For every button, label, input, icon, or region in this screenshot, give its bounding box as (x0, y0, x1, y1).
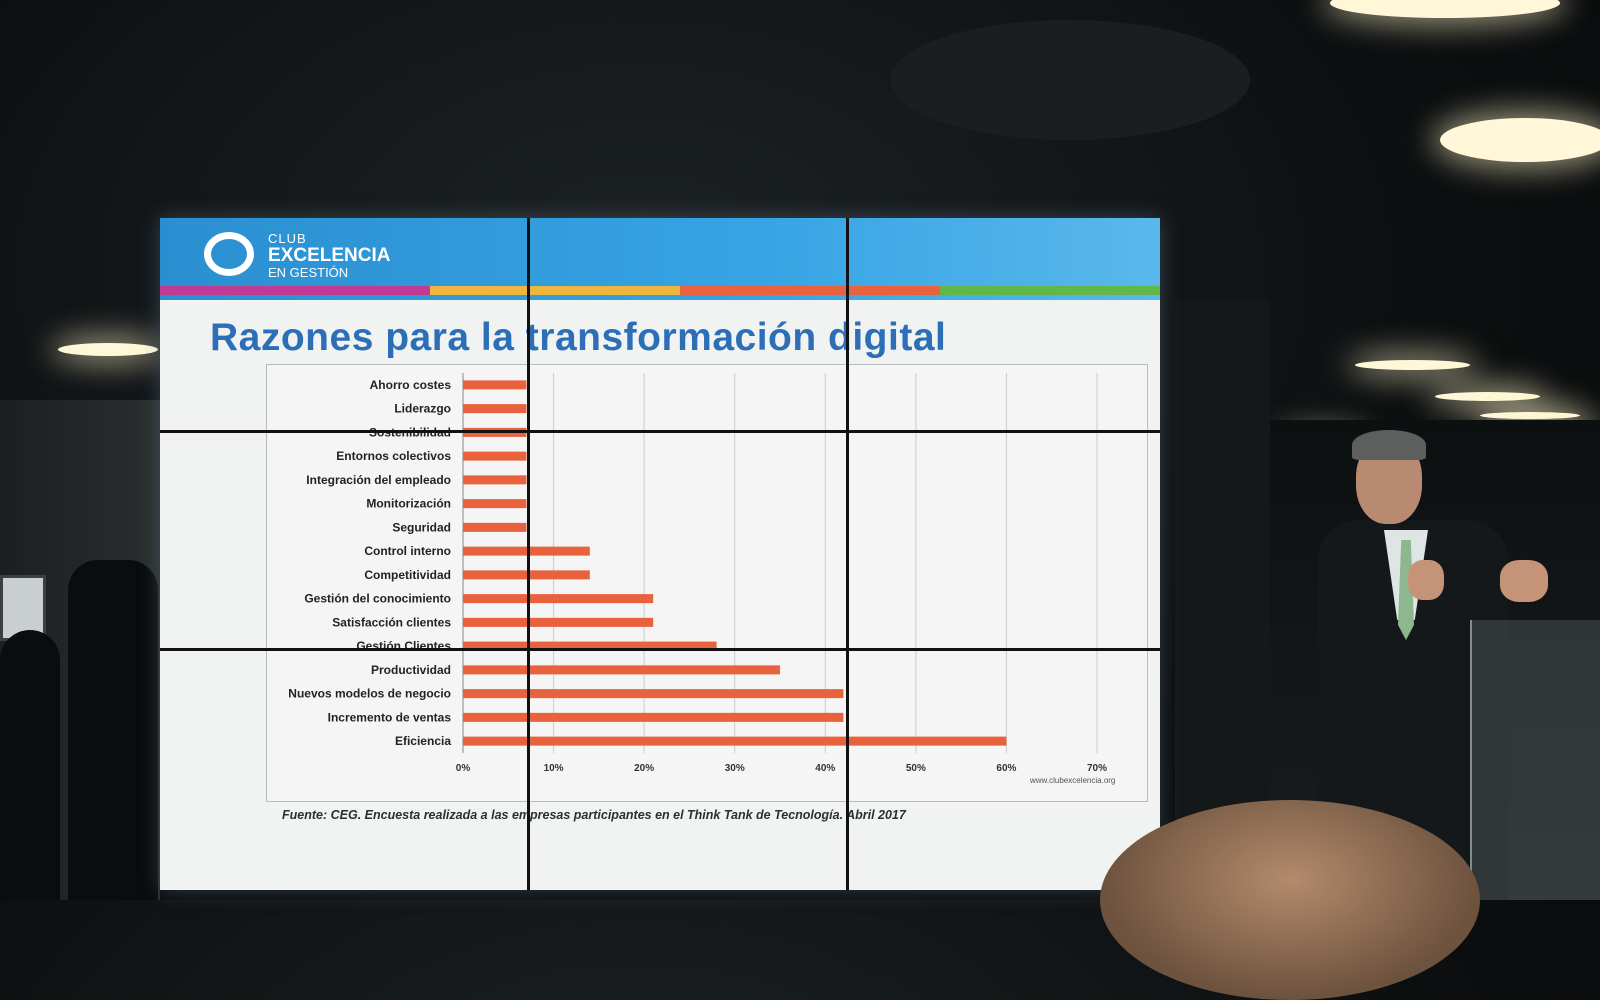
bar (463, 475, 527, 485)
logo-text: CLUB EXCELENCIA EN GESTIÓN (268, 232, 390, 279)
speaker-left-hand (1408, 560, 1444, 600)
audience-head (1100, 800, 1480, 1000)
bar (463, 617, 654, 627)
bar-chart: 0% 10% 20% 30% 40% 50% 60% 70% Ahorro costes Lide… (288, 373, 1107, 774)
monitor-seam (527, 218, 530, 890)
x-tick-label: 20% (634, 763, 654, 774)
presentation-screen: CLUB EXCELENCIA EN GESTIÓN Razones para … (160, 218, 1160, 890)
category-label: Ahorro costes (370, 378, 452, 392)
x-tick-label: 50% (906, 763, 926, 774)
bar (463, 689, 844, 699)
monitor-seam (160, 430, 1160, 433)
bar (463, 380, 527, 390)
bar (463, 665, 780, 675)
category-label: Seguridad (392, 520, 451, 534)
category-label: Monitorización (366, 497, 451, 511)
x-tick-label: 0% (456, 763, 471, 774)
monitor-seam (160, 648, 1160, 651)
category-label: Eficiencia (395, 734, 451, 748)
category-label: Integración del empleado (306, 473, 451, 487)
bar (463, 546, 590, 556)
header-stripe-orange (680, 286, 940, 295)
x-tick-label: 70% (1087, 763, 1107, 774)
bar (463, 594, 654, 604)
bar (463, 522, 527, 532)
speaker-tie (1398, 540, 1414, 640)
ceiling-light (1480, 412, 1580, 419)
monitor-seam (846, 218, 849, 890)
category-label: Satisfacción clientes (332, 615, 451, 629)
category-label: Entornos colectivos (336, 449, 451, 463)
logo-line-1: CLUB (268, 231, 307, 246)
website-url: www.clubexcelencia.org (1030, 776, 1116, 785)
x-tick-label: 10% (544, 763, 564, 774)
category-label: Competitividad (364, 568, 451, 582)
category-label: Gestión Clientes (356, 639, 451, 653)
category-label: Nuevos modelos de negocio (288, 687, 451, 701)
source-note: Fuente: CEG. Encuesta realizada a las em… (282, 808, 906, 822)
ceiling-panel (890, 20, 1250, 140)
audience-member (0, 630, 60, 900)
header-stripe-yellow (430, 286, 680, 295)
category-label: Productividad (371, 663, 451, 677)
bar (463, 736, 1007, 746)
x-tick-label: 40% (815, 763, 835, 774)
ceiling-light (1440, 118, 1600, 162)
club-logo-icon (204, 232, 254, 276)
x-tick-label: 60% (996, 763, 1016, 774)
ceiling-light (1435, 392, 1540, 401)
bar (463, 712, 844, 722)
ceiling-light (58, 343, 158, 356)
header-stripe-magenta (160, 286, 430, 295)
glass-podium (1470, 620, 1600, 900)
pillar (1175, 300, 1270, 900)
logo-line-3: EN GESTIÓN (268, 265, 349, 280)
bar (463, 404, 527, 414)
x-tick-label: 30% (725, 763, 745, 774)
bar (463, 641, 717, 651)
bar (463, 570, 590, 580)
logo-line-2: EXCELENCIA (268, 245, 391, 266)
category-label: Incremento de ventas (328, 710, 452, 724)
category-label: Gestión del conocimiento (304, 592, 451, 606)
camera-operator (68, 560, 158, 900)
bar (463, 451, 527, 461)
slide-title: Razones para la transformación digital (210, 316, 947, 359)
bar (463, 499, 527, 509)
category-label: Liderazgo (394, 402, 451, 416)
chart-frame: 0% 10% 20% 30% 40% 50% 60% 70% Ahorro costes Lide… (266, 364, 1148, 802)
speaker-hair (1352, 430, 1426, 460)
ceiling-light (1355, 360, 1470, 370)
speaker-right-hand (1500, 560, 1548, 602)
category-label: Control interno (364, 544, 451, 558)
header-stripe-green (940, 286, 1160, 295)
ceiling-light (1330, 0, 1560, 18)
